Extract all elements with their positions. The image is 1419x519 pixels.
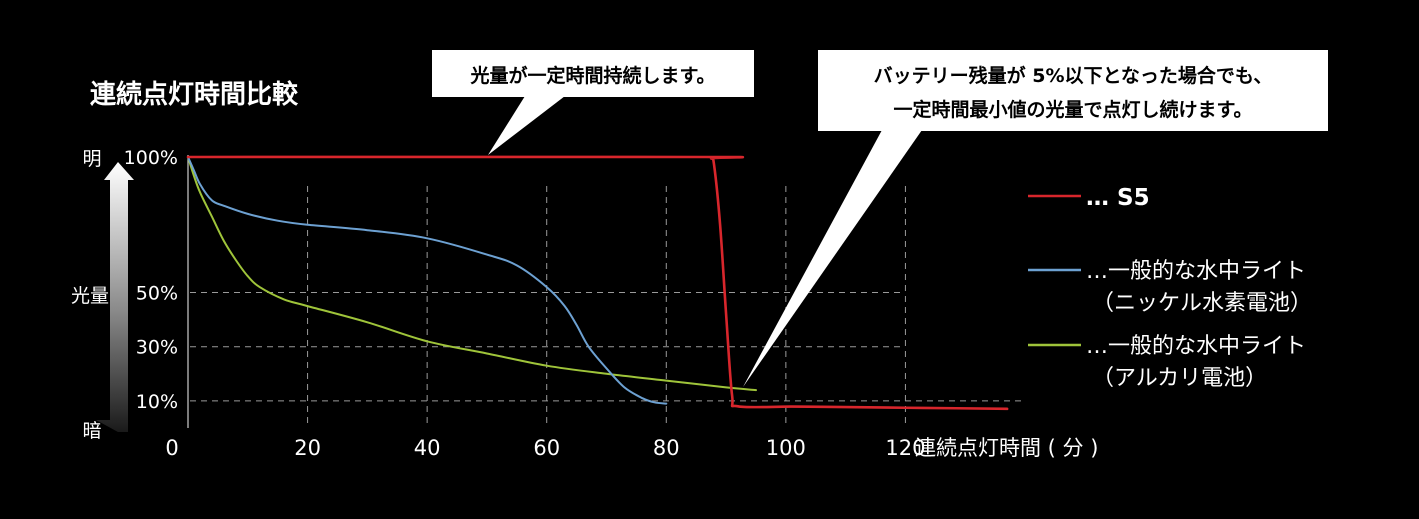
chart-title: 連続点灯時間比較 — [90, 79, 299, 110]
x-origin-label: 0 — [165, 436, 178, 460]
callout-1-text: 光量が一定時間持続します。 — [469, 64, 715, 87]
x-tick-label: 120 — [885, 436, 925, 460]
legend-label-s5: … S5 — [1086, 185, 1150, 211]
legend-sub-alkaline: （アルカリ電池） — [1092, 366, 1267, 391]
callout-1-pointer — [488, 96, 565, 155]
y-tick-label: 50% — [136, 283, 178, 305]
x-tick-label: 40 — [414, 436, 441, 460]
series-line-alkaline — [187, 156, 757, 392]
x-tick-label: 80 — [653, 436, 680, 460]
callout-2-line-1: バッテリー残量が 5%以下となった場合でも、 — [874, 64, 1273, 87]
series-line-s5 — [186, 155, 1009, 411]
x-tick-label: 20 — [294, 436, 321, 460]
legend-label-nimh: …一般的な水中ライト — [1086, 259, 1306, 284]
y-bottom-label: 暗 — [82, 420, 101, 442]
x-axis-label: 連続点灯時間 ( 分 ) — [915, 436, 1098, 460]
series-line-nimh — [187, 156, 668, 405]
callout-2-pointer — [743, 130, 922, 387]
legend: … S5 …一般的な水中ライト （ニッケル水素電池） …一般的な水中ライト （ア… — [1028, 185, 1312, 391]
callout-2-line-2: 一定時間最小値の光量で点灯し続けます。 — [893, 98, 1252, 121]
legend-sub-nimh: （ニッケル水素電池） — [1092, 291, 1312, 316]
x-tick-label: 60 — [533, 436, 560, 460]
legend-label-alkaline: …一般的な水中ライト — [1086, 334, 1306, 359]
y-top-label: 明 — [82, 148, 101, 170]
callout-1-box — [432, 50, 754, 97]
y-axis-label: 光量 — [71, 285, 109, 307]
x-tick-label: 100 — [766, 436, 806, 460]
y-tick-label: 30% — [136, 337, 178, 359]
callout-2-box — [818, 50, 1328, 131]
y-tick-label: 100% — [124, 147, 178, 169]
y-tick-label: 10% — [136, 391, 178, 413]
brightness-arrow-icon — [96, 162, 134, 432]
